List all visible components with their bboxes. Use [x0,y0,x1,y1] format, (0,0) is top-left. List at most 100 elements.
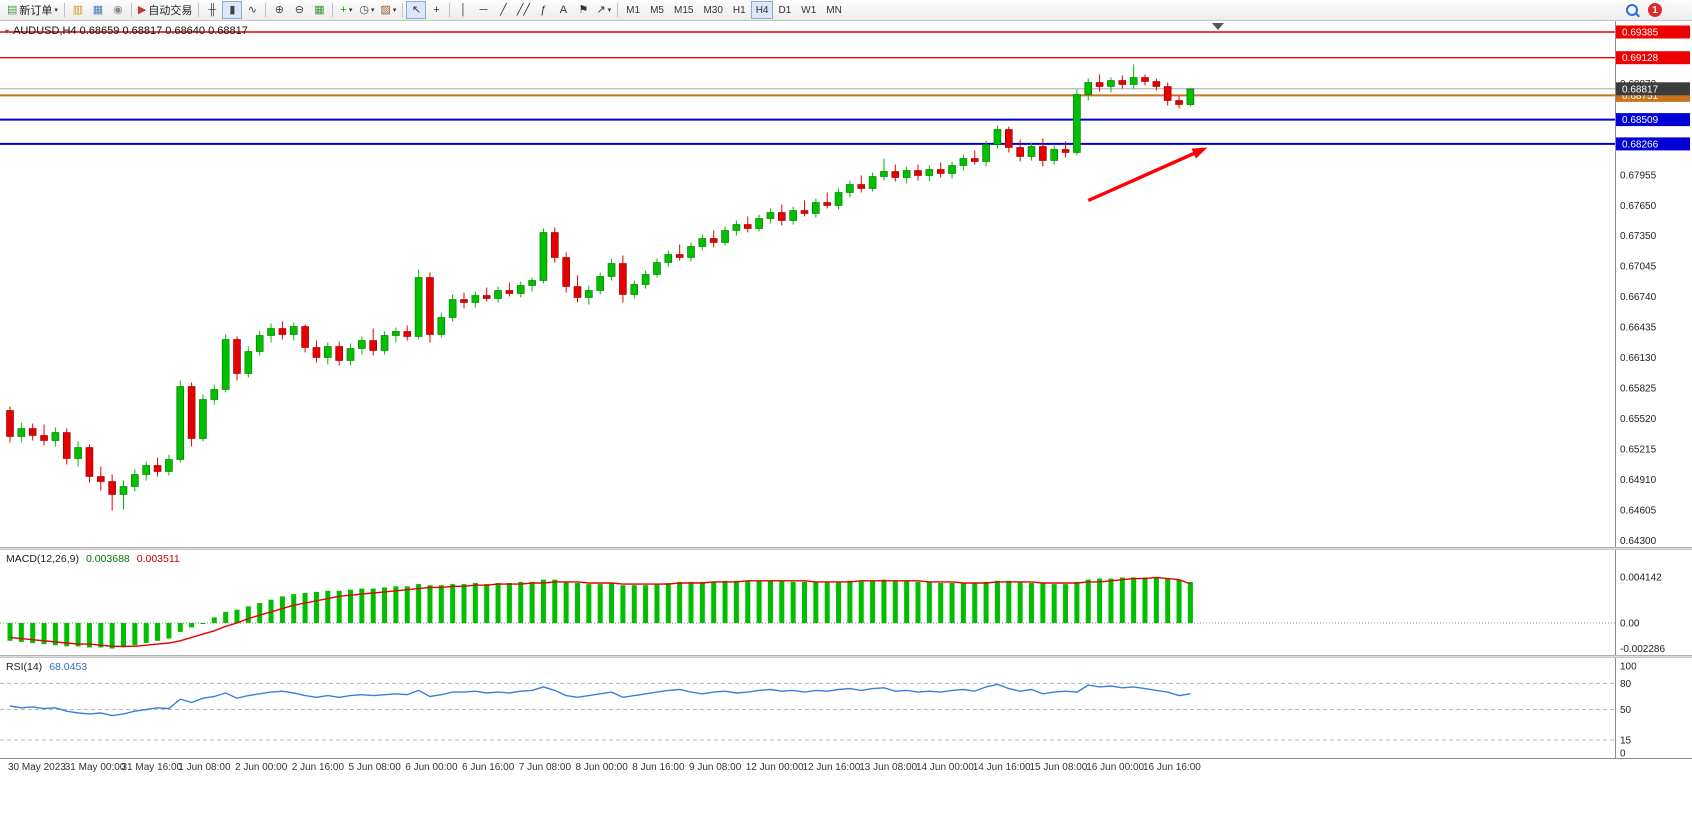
navigator-icon[interactable]: ◉ [108,1,128,19]
button-label: 自动交易 [148,5,193,17]
panel-splitter[interactable] [0,547,1692,550]
toolbar-separator [449,3,451,17]
chevron-down-icon: ▾ [371,7,375,14]
zoom-in-icon: ⊕ [274,3,284,16]
line-chart-icon: ∿ [247,3,257,16]
toolbar-separator [265,3,267,17]
svg-text:15: 15 [1620,735,1632,746]
search-icon[interactable] [1622,1,1642,19]
horizontal-line-icon[interactable]: ─ [473,1,493,19]
timeframe-h1-button[interactable]: H1 [728,1,751,19]
svg-text:0: 0 [1620,748,1626,758]
fibonacci-icon[interactable]: ƒ [533,1,553,19]
notification-badge[interactable]: 1 [1648,3,1662,17]
vertical-line-icon[interactable]: │ [453,1,473,19]
market-watch-icon[interactable]: ▦ [88,1,108,19]
tile-windows-icon[interactable]: ▦ [309,1,329,19]
macd-name: MACD(12,26,9) [6,553,79,565]
svg-text:0.64910: 0.64910 [1620,475,1657,486]
charts-toolbar-icon[interactable]: ▥ [68,1,88,19]
svg-text:0.64300: 0.64300 [1620,536,1657,547]
time-label: 8 Jun 00:00 [575,762,628,773]
macd-main-value: 0.003688 [85,553,130,565]
candlestick-chart-icon[interactable]: ▮ [222,1,243,19]
svg-text:0.68509: 0.68509 [1622,115,1659,126]
bar-chart-icon[interactable]: ╫ [202,1,222,19]
autotrading-button[interactable]: ▶ 自动交易 [135,1,195,19]
time-label: 14 Jun 16:00 [972,762,1031,773]
svg-text:0.65825: 0.65825 [1620,384,1657,395]
indicators-icon: + [340,3,347,16]
timeframe-m1-button[interactable]: M1 [621,1,645,19]
zoom-in-icon[interactable]: ⊕ [269,1,289,19]
new-order-button[interactable]: ▤ 新订单 ▾ [4,1,61,19]
timeframe-m30-button[interactable]: M30 [698,1,727,19]
svg-text:0.00: 0.00 [1620,619,1640,630]
time-label: 16 Jun 16:00 [1143,762,1201,773]
one-click-trading-toggle[interactable]: ▾ [5,26,10,36]
charts-toolbar-icon: ▥ [72,3,84,16]
horizontal-line-icon: ─ [479,3,488,16]
toolbar-separator [198,3,200,17]
panel-splitter[interactable] [0,655,1692,658]
cursor-icon[interactable]: ↖ [406,1,427,19]
svg-text:0.65520: 0.65520 [1620,414,1657,425]
macd-axis: 0.004142 0.00 -0.002286 [1620,572,1665,654]
symbol-ohlc-text: AUDUSD,H4 0.68659 0.68817 0.68640 0.6881… [13,25,248,37]
macd-chart[interactable]: 0.004142 0.00 -0.002286 [0,550,1692,655]
timeframe-w1-button[interactable]: W1 [796,1,821,19]
time-label: 7 Jun 08:00 [518,762,572,773]
equidistant-channel-icon: ╱╱ [516,3,531,16]
time-axis[interactable]: 30 May 2023 31 May 00:00 31 May 16:00 1 Jun… [0,758,1692,778]
timeframe-m15-button[interactable]: M15 [669,1,698,19]
time-label: 6 Jun 00:00 [405,762,458,773]
time-label: 6 Jun 16:00 [462,762,515,773]
price-axis: 0.688700.679550.676500.673500.670450.667… [1620,79,1657,547]
text-icon[interactable]: A [553,1,573,19]
arrows-icon[interactable]: ↗ ▾ [593,1,614,19]
chevron-down-icon: ▾ [607,7,612,14]
toolbar-separator [63,3,65,17]
svg-text:0.66130: 0.66130 [1620,353,1657,364]
chart-shift-marker[interactable] [1212,23,1224,30]
rsi-label: RSI(14) 68.0453 [6,661,87,673]
time-label: 8 Jun 16:00 [632,762,685,773]
bottom-strip [0,778,1692,839]
new-order-icon: ▤ [7,3,18,16]
trend-arrow[interactable] [1087,147,1208,203]
price-tags: 0.69385 0.69128 0.68751 0.68509 0.68266 0.688… [1616,25,1690,151]
rsi-chart[interactable]: 100 80 50 15 0 [0,658,1692,758]
svg-text:0.69385: 0.69385 [1622,28,1659,39]
main-chart[interactable]: 0.688700.679550.676500.673500.670450.667… [0,21,1692,547]
svg-text:100: 100 [1620,662,1637,673]
line-chart-icon[interactable]: ∿ [242,1,262,19]
chevron-down-icon: ▾ [392,7,397,14]
toolbar-separator [402,3,404,17]
timeframe-d1-button[interactable]: D1 [773,1,796,19]
svg-text:0.68817: 0.68817 [1622,84,1659,95]
timeframe-mn-button[interactable]: MN [821,1,847,19]
chart-area: 0.688700.679550.676500.673500.670450.667… [0,21,1692,839]
chart-title: ▾ AUDUSD,H4 0.68659 0.68817 0.68640 0.68… [5,25,248,37]
rsi-line [9,683,1191,717]
periods-icon[interactable]: ◷ ▾ [356,1,377,19]
trendline-icon[interactable]: ╱ [493,1,513,19]
vertical-line-icon: │ [460,3,467,16]
rsi-panel: 100 80 50 15 0 RSI(14) 68.0453 [0,658,1692,758]
rsi-name: RSI(14) [6,661,43,673]
timeframe-m5-button[interactable]: M5 [645,1,669,19]
crosshair-icon[interactable]: + [426,1,446,19]
svg-text:0.67955: 0.67955 [1620,171,1657,182]
svg-text:0.68266: 0.68266 [1622,139,1659,150]
time-label: 31 May 00:00 [64,762,126,773]
time-label: 13 Jun 08:00 [859,762,918,773]
time-label: 9 Jun 08:00 [689,762,742,773]
timeframe-h4-button[interactable]: H4 [750,1,774,19]
text-label-icon[interactable]: ⚑ [573,1,593,19]
indicators-icon[interactable]: + ▾ [336,1,356,19]
templates-icon[interactable]: ▨ ▾ [378,1,400,19]
equidistant-channel-icon[interactable]: ╱╱ [513,1,533,19]
zoom-out-icon[interactable]: ⊖ [289,1,309,19]
time-label: 15 Jun 08:00 [1029,762,1088,773]
svg-text:0.69128: 0.69128 [1622,53,1659,64]
